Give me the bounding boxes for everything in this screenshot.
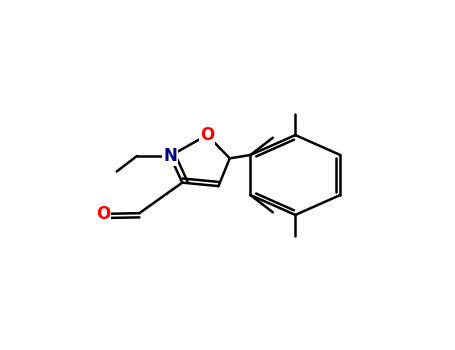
Text: N: N <box>163 147 177 165</box>
Text: O: O <box>200 126 214 144</box>
Text: O: O <box>96 205 110 223</box>
